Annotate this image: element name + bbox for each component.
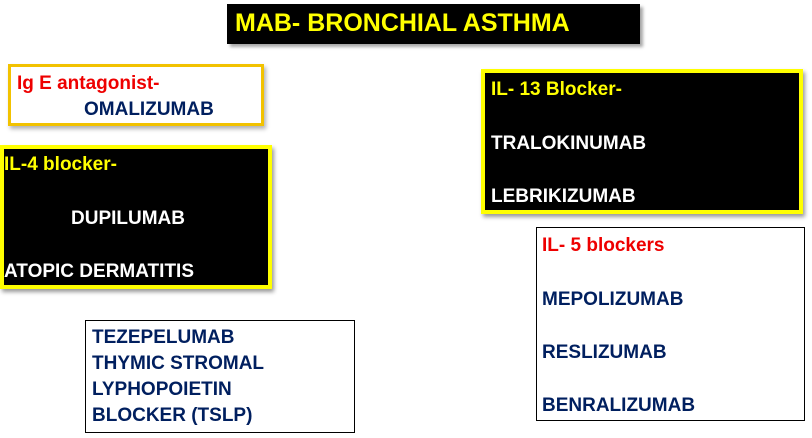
il4-note: ATOPIC DERMATITIS <box>4 261 194 282</box>
ige-antagonist-box: Ig E antagonist- OMALIZUMAB <box>8 64 264 126</box>
il13-blocker-box: IL- 13 Blocker- TRALOKINUMAB LEBRIKIZUMA… <box>481 69 803 214</box>
tslp-line: TEZEPELUMAB <box>92 327 235 348</box>
il5-drug: BENRALIZUMAB <box>542 395 696 416</box>
il4-blocker-box: IL-4 blocker- DUPILUMAB ATOPIC DERMATITI… <box>0 145 272 289</box>
tslp-line: THYMIC STROMAL <box>92 353 265 374</box>
il5-drug: MEPOLIZUMAB <box>542 289 684 310</box>
il4-drug: DUPILUMAB <box>71 208 185 229</box>
tslp-blocker-box: TEZEPELUMAB THYMIC STROMAL LYPHOPOIETIN … <box>85 320 355 433</box>
il13-heading: IL- 13 Blocker- <box>491 79 622 100</box>
il13-drug: LEBRIKIZUMAB <box>491 186 636 207</box>
il5-drug: RESLIZUMAB <box>542 342 667 363</box>
il13-drug: TRALOKINUMAB <box>491 133 647 154</box>
il5-blockers-box: IL- 5 blockers MEPOLIZUMAB RESLIZUMAB BE… <box>536 227 805 421</box>
page-title: MAB- BRONCHIAL ASTHMA <box>235 9 570 37</box>
ige-drug: OMALIZUMAB <box>84 99 214 120</box>
il5-heading: IL- 5 blockers <box>542 235 665 256</box>
ige-heading: Ig E antagonist- <box>17 73 160 94</box>
tslp-line: BLOCKER (TSLP) <box>92 405 253 426</box>
il4-heading: IL-4 blocker- <box>4 154 117 175</box>
title-box: MAB- BRONCHIAL ASTHMA <box>227 4 640 44</box>
tslp-line: LYPHOPOIETIN <box>92 379 232 400</box>
